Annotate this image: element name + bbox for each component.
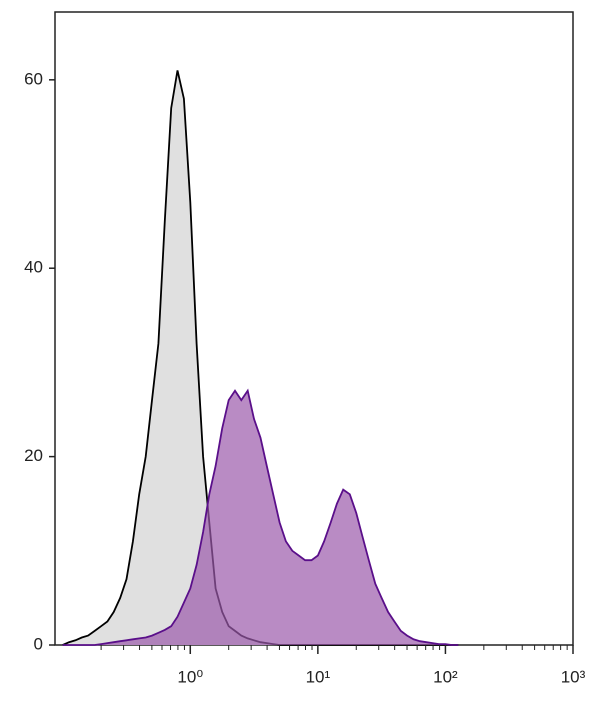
series-area <box>62 390 459 645</box>
x-tick-label: 10² <box>433 667 458 686</box>
series-line <box>62 388 459 646</box>
y-tick-label: 20 <box>24 446 43 465</box>
y-tick-label: 0 <box>34 634 43 653</box>
x-tick-label: 10⁰ <box>177 667 203 686</box>
y-tick-label: 60 <box>24 69 43 88</box>
series-area <box>62 70 459 645</box>
y-tick-label: 40 <box>24 258 43 277</box>
x-tick-label: 10¹ <box>306 667 331 686</box>
x-tick-label: 10³ <box>561 667 586 686</box>
